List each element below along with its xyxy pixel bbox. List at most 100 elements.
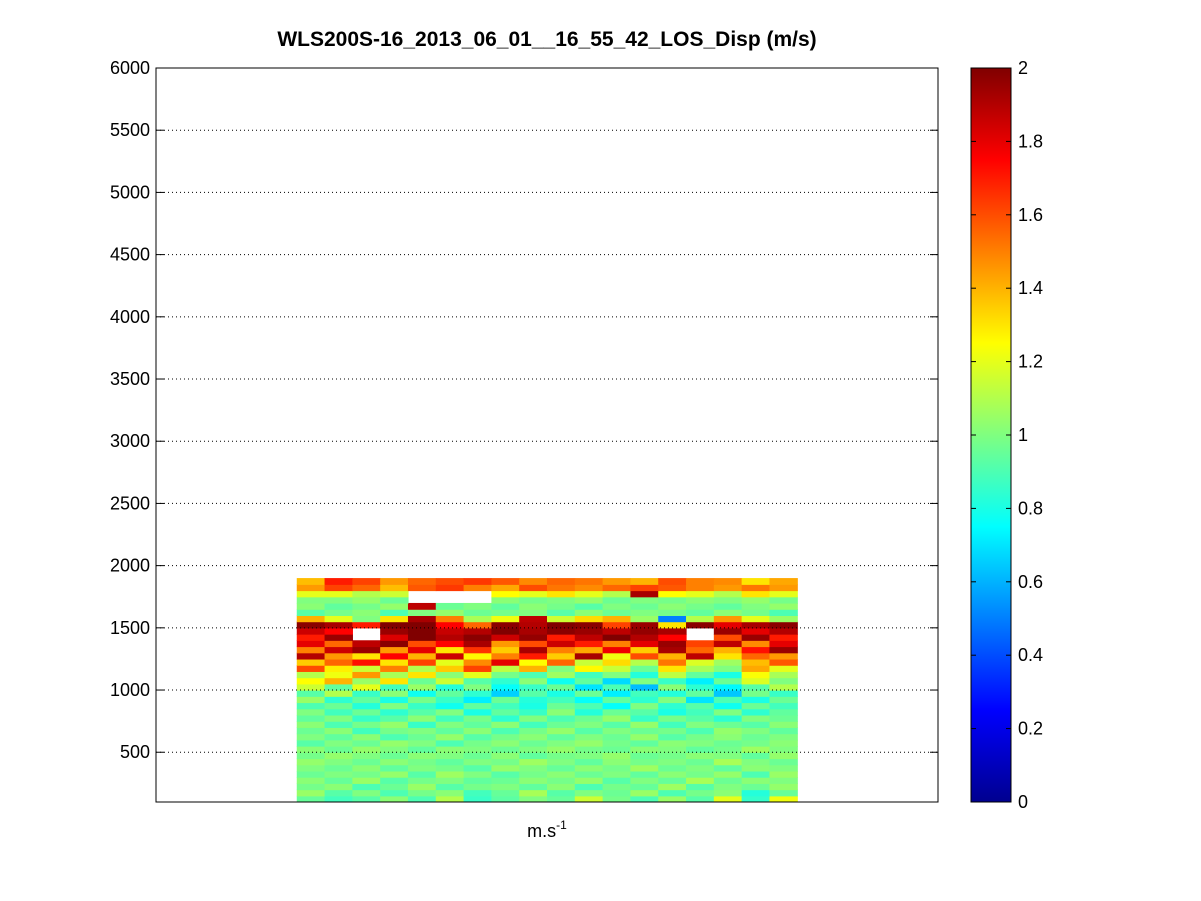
heatmap-cell [407,708,437,716]
heatmap-cell [630,683,659,691]
heatmap-cell [435,621,465,629]
heatmap-cell [324,758,353,766]
heatmap-cell [491,602,520,610]
heatmap-cell [686,690,715,697]
heatmap-cell [380,609,409,616]
heatmap-cell [352,609,381,616]
heatmap-cell [380,665,409,672]
heatmap-cell [463,677,492,685]
y-tick-label: 2000 [110,556,150,576]
heatmap-cell [547,621,576,629]
heatmap-cell [380,746,409,753]
heatmap-cell [380,727,409,735]
heatmap-cell [574,758,604,766]
heatmap-cell [407,795,437,802]
heatmap-cell [574,671,604,679]
heatmap-cell [491,721,520,728]
heatmap-cell [547,702,576,710]
heatmap-cell [491,677,520,685]
heatmap-cell [352,783,381,791]
heatmap-cell [547,746,576,753]
heatmap-cell [686,584,715,592]
heatmap-cell [574,702,604,710]
heatmap-cell [435,714,465,722]
heatmap-cell [463,658,492,666]
heatmap-cell [741,677,771,685]
heatmap-cell [686,758,715,766]
heatmap-cell [519,746,548,753]
heatmap-cell [769,727,798,735]
heatmap-cell [713,602,743,610]
heatmap-cell [658,683,687,691]
heatmap-cell [658,770,687,778]
heatmap-cell [435,739,465,747]
heatmap-cell [296,777,326,784]
colorbar-tick-label: 0.4 [1018,645,1043,665]
heatmap-cell [547,696,576,704]
heatmap-cell [686,621,715,629]
heatmap-cell [407,789,437,797]
heatmap-cell [741,690,771,697]
heatmap-cell [463,758,492,766]
heatmap-cell [658,677,687,685]
heatmap-cell [602,634,632,641]
heatmap-cell [602,727,632,735]
heatmap-cell [713,746,743,753]
heatmap-cell [380,658,409,666]
heatmap-cell [547,770,576,778]
heatmap-cell [630,671,659,679]
heatmap-cell [407,746,437,753]
heatmap-cell [713,777,743,784]
colorbar-tick-label: 0.6 [1018,572,1043,592]
heatmap-cell [602,770,632,778]
heatmap-cell [296,621,326,629]
heatmap-cell [686,795,715,802]
heatmap-cell [463,727,492,735]
heatmap-cell [380,677,409,685]
heatmap-cell [602,677,632,685]
heatmap-cell [407,752,437,760]
heatmap-cell [713,652,743,660]
y-tick-label: 4000 [110,307,150,327]
heatmap-cell [324,777,353,784]
heatmap-cell [352,770,381,778]
heatmap-cell [574,634,604,641]
heatmap-cell [741,615,771,623]
heatmap-cell [769,795,798,802]
heatmap-cell [769,758,798,766]
heatmap-cell [602,621,632,629]
heatmap-cell [741,627,771,635]
heatmap-cell [491,634,520,641]
heatmap-cell [352,708,381,716]
heatmap-cell [630,690,659,697]
heatmap-cell [296,708,326,716]
heatmap-cell [630,596,659,604]
heatmap-cell [658,777,687,784]
heatmap-cell [741,777,771,784]
heatmap-cell [769,590,798,598]
heatmap-cell [435,746,465,753]
heatmap-cell [741,764,771,772]
heatmap-cell [574,714,604,722]
heatmap-cell [630,764,659,772]
heatmap-cell [547,665,576,672]
heatmap-cell [352,777,381,784]
heatmap-cell [713,770,743,778]
heatmap-cell [352,677,381,685]
heatmap-cell [519,721,548,728]
heatmap-cell [519,696,548,704]
heatmap-cell [380,752,409,760]
heatmap-cell [547,677,576,685]
heatmap-cell [602,764,632,772]
heatmap-cell [352,584,381,592]
heatmap-cell [463,721,492,728]
heatmap-cell [463,602,492,610]
heatmap-cell [602,714,632,722]
heatmap-cell [686,777,715,784]
heatmap-cell [519,690,548,697]
heatmap-cell [630,590,659,598]
heatmap-cell [352,721,381,728]
y-tick-label: 500 [120,742,150,762]
heatmap-cell [407,783,437,791]
heatmap-cell [769,658,798,666]
